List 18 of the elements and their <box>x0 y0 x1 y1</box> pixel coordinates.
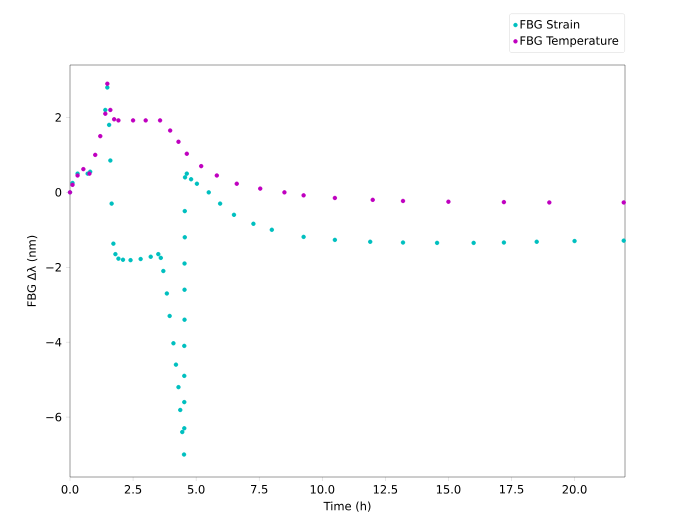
y-tick-label: 2 <box>56 113 61 122</box>
y-tick-label: −6 <box>46 412 62 422</box>
legend-label: FBG Temperature <box>520 36 618 48</box>
y-tick-label: −4 <box>46 338 62 346</box>
x-tick-label: 12.5 <box>374 485 398 494</box>
x-tick-label: 15.0 <box>436 485 460 494</box>
y-tick-label: 0 <box>55 188 62 197</box>
y-tick-label: −2 <box>46 263 61 272</box>
y-axis-title: FBG Δλ (nm) <box>27 236 38 306</box>
x-tick-label: 5.0 <box>188 485 204 494</box>
x-axis-title: Time (h) <box>324 502 370 512</box>
legend-label: FBG Strain <box>520 20 580 29</box>
x-tick-label: 0.0 <box>62 485 78 494</box>
x-tick-label: 2.5 <box>124 485 142 494</box>
x-tick-label: 20.0 <box>562 485 587 494</box>
x-tick-label: 10.0 <box>310 485 334 494</box>
x-tick-label: 17.5 <box>500 485 524 494</box>
x-tick-label: 7.5 <box>251 485 268 494</box>
